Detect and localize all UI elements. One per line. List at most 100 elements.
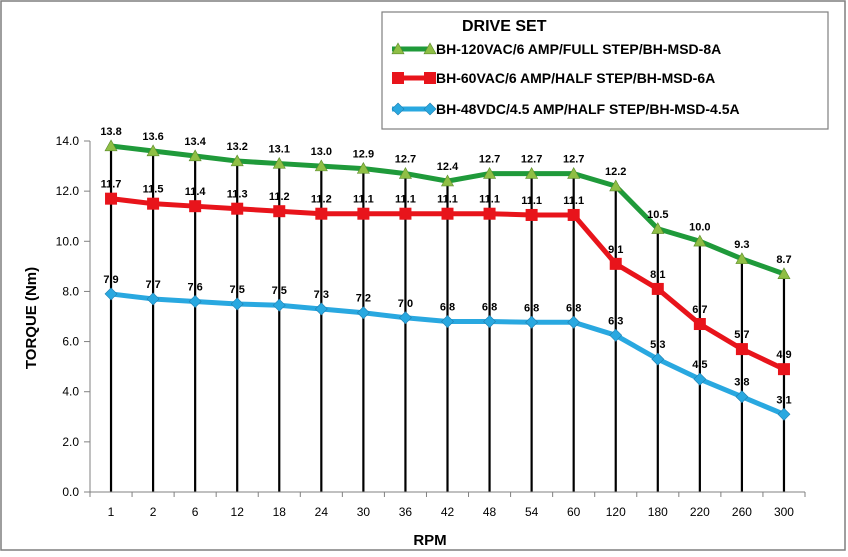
data-label: 7.5 <box>230 284 245 296</box>
data-point-marker <box>441 315 454 328</box>
legend-entry-label: BH-120VAC/6 AMP/FULL STEP/BH-MSD-8A <box>436 41 721 57</box>
data-label: 6.8 <box>440 302 455 314</box>
data-label: 4.9 <box>776 349 791 361</box>
y-tick-label: 8.0 <box>62 284 79 298</box>
data-label: 11.1 <box>437 194 458 206</box>
data-label: 5.7 <box>734 329 749 341</box>
y-tick-label: 6.0 <box>62 335 79 349</box>
data-point-marker <box>146 292 160 306</box>
x-tick-label: 1 <box>108 505 115 519</box>
data-point-marker <box>188 149 202 162</box>
data-point-marker <box>525 208 538 221</box>
data-label: 12.7 <box>479 154 500 166</box>
y-tick-label: 2.0 <box>62 435 79 449</box>
data-point-marker <box>105 192 118 205</box>
data-point-marker <box>735 252 749 264</box>
data-point-marker <box>189 200 202 213</box>
data-point-marker <box>273 205 286 218</box>
y-tick-label: 4.0 <box>62 385 79 399</box>
legend-swatch-marker <box>423 102 437 116</box>
data-point-marker <box>314 302 328 316</box>
data-point-marker <box>314 159 328 172</box>
data-point-marker <box>609 257 622 270</box>
data-label: 12.7 <box>395 154 416 166</box>
legend-items: BH-120VAC/6 AMP/FULL STEP/BH-MSD-8A BH-60… <box>391 41 740 117</box>
data-point-marker <box>483 207 496 220</box>
data-point-marker <box>777 363 790 376</box>
x-tick-label: 42 <box>441 505 455 519</box>
x-tick-label: 120 <box>606 505 626 519</box>
data-point-marker <box>441 207 454 220</box>
series-markers <box>104 139 791 421</box>
data-point-marker <box>272 156 286 169</box>
data-label: 12.2 <box>605 166 626 178</box>
data-point-marker <box>230 297 244 311</box>
data-label: 11.1 <box>395 194 416 206</box>
data-label: 12.7 <box>563 154 584 166</box>
data-point-marker <box>357 207 370 220</box>
data-point-marker <box>356 161 370 174</box>
data-label: 5.3 <box>650 339 665 351</box>
data-point-marker <box>609 179 623 192</box>
data-label: 4.5 <box>692 359 707 371</box>
legend-entry-label: BH-60VAC/6 AMP/HALF STEP/BH-MSD-6A <box>436 70 715 86</box>
data-point-marker <box>440 174 455 187</box>
data-point-marker <box>230 154 244 167</box>
y-tick-label: 0.0 <box>62 485 79 499</box>
data-point-marker <box>693 318 706 331</box>
data-label: 12.4 <box>437 161 459 173</box>
data-label: 13.6 <box>142 131 163 143</box>
data-label: 7.2 <box>356 293 371 305</box>
data-label: 12.9 <box>353 149 374 161</box>
data-label: 6.8 <box>566 302 581 314</box>
x-tick-label: 30 <box>357 505 371 519</box>
legend-swatch-marker <box>424 72 436 84</box>
data-label: 7.5 <box>272 285 287 297</box>
x-axis-label: RPM <box>413 532 446 549</box>
data-label: 9.1 <box>608 244 623 256</box>
data-label: 11.4 <box>185 186 207 198</box>
data-label: 13.1 <box>269 144 290 156</box>
x-tick-label: 2 <box>150 505 157 519</box>
data-point-marker <box>567 315 581 329</box>
legend: DRIVE SET BH-120VAC/6 AMP/FULL STEP/BH-M… <box>381 11 829 130</box>
data-label: 11.7 <box>101 179 122 191</box>
x-tick-label: 48 <box>483 505 497 519</box>
data-point-marker <box>272 298 286 312</box>
data-point-marker <box>735 390 749 404</box>
data-point-marker <box>777 407 791 421</box>
data-label: 6.3 <box>608 315 623 327</box>
legend-swatch-marker <box>392 72 404 84</box>
x-tick-label: 18 <box>273 505 287 519</box>
legend-title: DRIVE SET <box>462 18 547 35</box>
data-label: 7.0 <box>398 298 413 310</box>
y-tick-label: 12.0 <box>56 184 80 198</box>
legend-swatch-marker <box>391 42 405 55</box>
x-tick-label: 260 <box>732 505 752 519</box>
data-label: 11.1 <box>479 194 500 206</box>
data-point-marker <box>567 166 581 179</box>
x-tick-label: 24 <box>315 505 329 519</box>
data-point-marker <box>693 372 707 386</box>
y-tick-label: 14.0 <box>56 134 80 148</box>
data-label: 6.7 <box>692 304 707 316</box>
data-label: 11.3 <box>227 189 248 201</box>
axes: 0.02.04.06.08.010.012.014.01 2 6 12 18 24 30 36… <box>56 134 806 519</box>
data-label: 10.0 <box>689 221 710 233</box>
data-point-marker <box>651 222 665 234</box>
x-tick-label: 180 <box>648 505 668 519</box>
x-tick-label: 6 <box>192 505 199 519</box>
data-label: 13.8 <box>100 126 121 138</box>
data-point-marker <box>693 234 707 247</box>
data-label: 11.2 <box>269 191 290 203</box>
data-point-marker <box>399 207 412 220</box>
x-tick-label: 60 <box>567 505 581 519</box>
data-point-marker <box>651 282 664 295</box>
x-tick-label: 36 <box>399 505 413 519</box>
data-point-marker <box>188 295 202 308</box>
data-point-marker <box>356 306 370 320</box>
x-tick-label: 12 <box>231 505 245 519</box>
data-label: 6.8 <box>482 302 497 314</box>
